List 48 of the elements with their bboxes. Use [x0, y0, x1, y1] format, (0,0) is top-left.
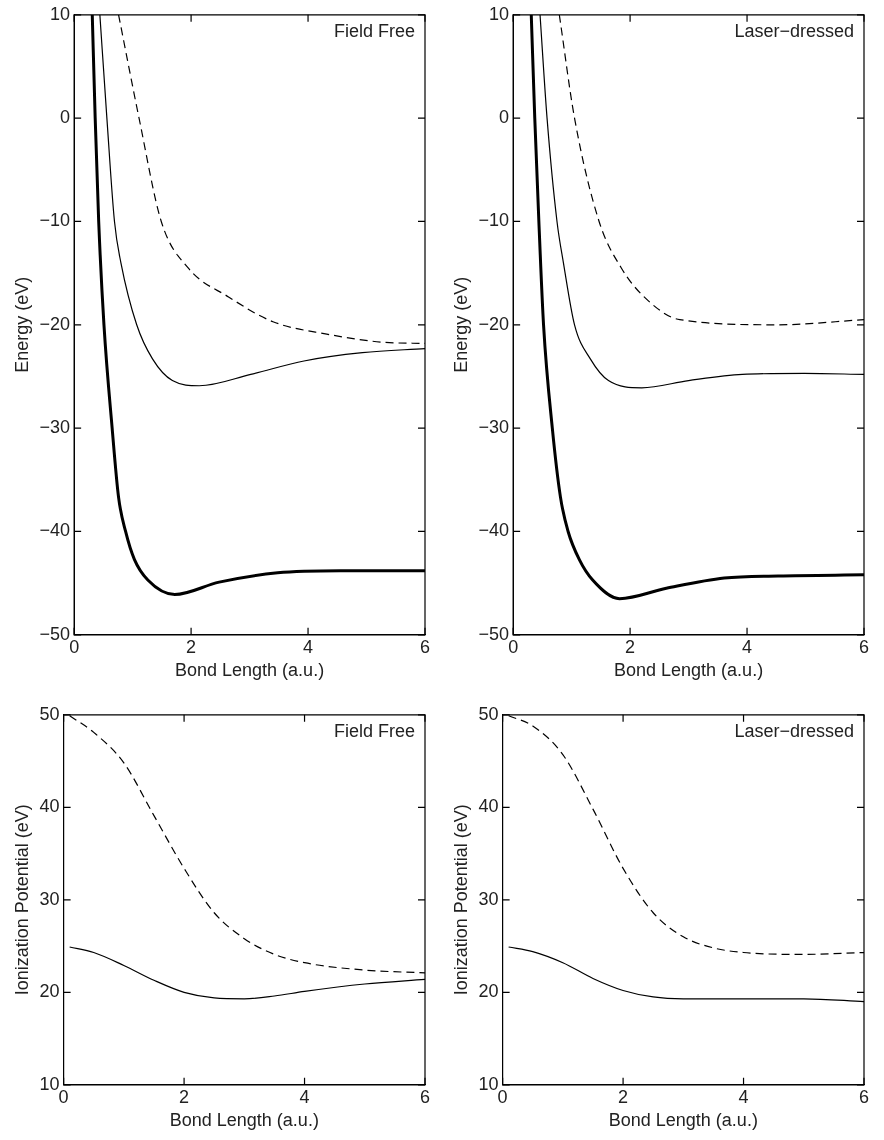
y-tick-label: 10 — [489, 3, 510, 24]
y-tick-label: 20 — [478, 981, 499, 1002]
x-tick-label: 4 — [742, 636, 753, 657]
y-tick-label: 0 — [60, 107, 71, 128]
y-tick-label: 10 — [39, 1073, 60, 1094]
y-tick-label: −20 — [39, 313, 71, 334]
x-tick-label: 2 — [186, 636, 197, 657]
y-tick-label: −20 — [478, 313, 510, 334]
x-tick-label: 6 — [858, 1086, 870, 1107]
x-tick-label: 2 — [618, 1086, 629, 1107]
x-axis-title: Bond Length (a.u.) — [608, 1110, 758, 1131]
y-tick-label: −40 — [39, 520, 71, 541]
annotation: Field Free — [333, 720, 415, 741]
annotation: Laser−dressed — [734, 720, 854, 741]
y-tick-label: −10 — [39, 210, 71, 231]
y-tick-label: −30 — [39, 417, 71, 438]
annotation: Field Free — [333, 20, 415, 41]
x-tick-label: 4 — [299, 1086, 310, 1107]
x-tick-label: 2 — [625, 636, 636, 657]
y-tick-label: −30 — [478, 417, 510, 438]
x-tick-label: 4 — [303, 636, 314, 657]
y-tick-label: 30 — [39, 888, 60, 909]
y-axis-title: Energy (eV) — [11, 276, 32, 373]
x-axis-title: Bond Length (a.u.) — [175, 660, 325, 681]
annotation: Laser−dressed — [734, 20, 854, 41]
y-tick-label: 10 — [50, 3, 71, 24]
y-tick-label: 40 — [478, 796, 499, 817]
y-tick-label: 0 — [499, 107, 510, 128]
y-tick-label: −10 — [478, 210, 510, 231]
x-axis-title: Bond Length (a.u.) — [614, 660, 764, 681]
y-tick-label: 20 — [39, 981, 60, 1002]
x-tick-label: 2 — [179, 1086, 190, 1107]
y-tick-label: −40 — [478, 520, 510, 541]
y-axis-title: Energy (eV) — [450, 276, 471, 373]
y-tick-label: 30 — [478, 888, 499, 909]
y-tick-label: 10 — [478, 1073, 499, 1094]
y-axis-title: Ionization Potential (eV) — [450, 804, 471, 996]
x-tick-label: 6 — [858, 636, 870, 657]
y-tick-label: −50 — [478, 623, 510, 644]
x-tick-label: 6 — [419, 1086, 431, 1107]
y-tick-label: 40 — [39, 796, 60, 817]
y-tick-label: −50 — [39, 623, 71, 644]
y-axis-title: Ionization Potential (eV) — [11, 804, 32, 996]
x-axis-title: Bond Length (a.u.) — [169, 1110, 319, 1131]
y-tick-label: 50 — [478, 703, 499, 724]
x-tick-label: 6 — [419, 636, 431, 657]
y-tick-label: 50 — [39, 703, 60, 724]
x-tick-label: 4 — [738, 1086, 749, 1107]
